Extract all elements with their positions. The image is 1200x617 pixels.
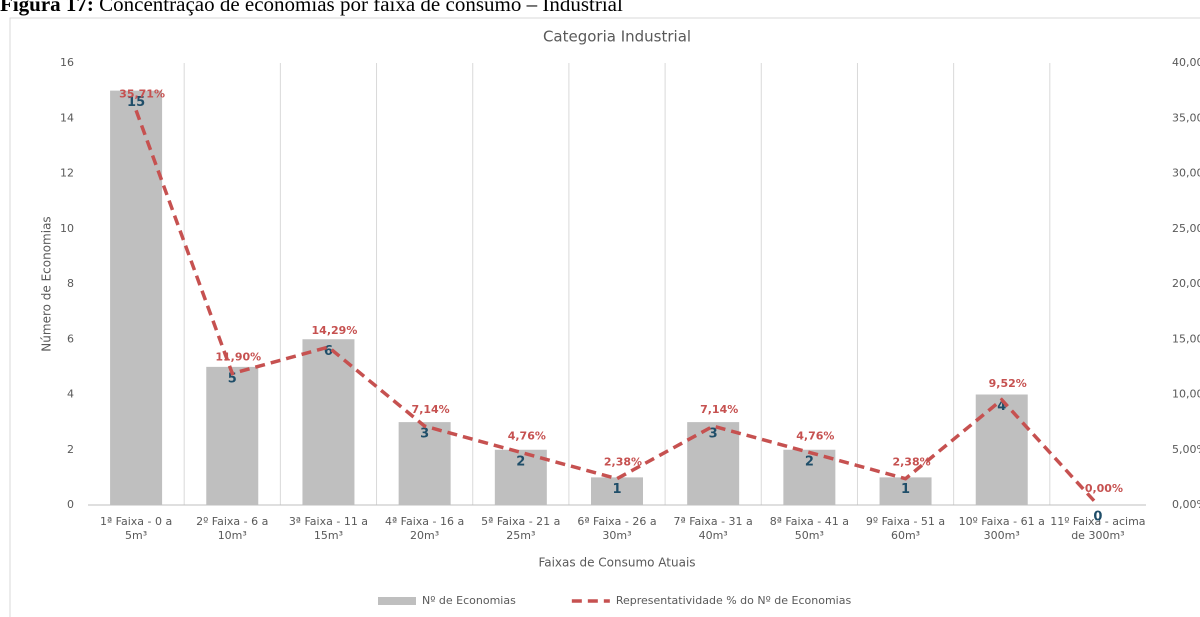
x-tick-label: 4ª Faixa - 16 a 20m³ xyxy=(384,515,465,542)
bar xyxy=(398,422,451,505)
line-value-label: 14,29% xyxy=(312,324,358,337)
x-tick-label: 10º Faixa - 61 a 300m³ xyxy=(958,515,1045,542)
bar-value-label: 1 xyxy=(901,482,910,497)
y-tick-label: 2 xyxy=(67,443,74,456)
y-tick-label: 12 xyxy=(60,167,74,180)
line-value-label: 9,52% xyxy=(989,377,1027,390)
y-tick-label: 8 xyxy=(67,277,74,290)
bar-value-label: 2 xyxy=(516,454,525,469)
bar-value-label: 15 xyxy=(127,95,145,110)
x-tick-label-box: 4ª Faixa - 16 a 20m³ xyxy=(384,515,465,542)
y2-tick-label: 20,00% xyxy=(1172,277,1200,290)
line-value-label: 7,14% xyxy=(700,403,738,416)
x-tick-label: 6ª Faixa - 26 a 30m³ xyxy=(577,515,657,542)
bar-value-label: 6 xyxy=(324,344,333,359)
x-axis-title: Faixas de Consumo Atuais xyxy=(538,556,695,570)
x-tick-label: 1ª Faixa - 0 a 5m³ xyxy=(99,515,173,542)
bar xyxy=(302,339,355,505)
caption: Figura 17: Concentração de economias por… xyxy=(0,0,623,16)
x-tick-label-box: 1ª Faixa - 0 a 5m³ xyxy=(99,515,173,542)
bar xyxy=(783,449,836,505)
legend-label: Representatividade % do Nº de Economias xyxy=(616,594,852,607)
x-tick-label: 9º Faixa - 51 a 60m³ xyxy=(865,515,946,542)
bar-value-label: 4 xyxy=(997,399,1006,414)
x-tick-label-box: 7ª Faixa - 31 a 40m³ xyxy=(673,515,753,542)
bar-value-label: 3 xyxy=(709,427,718,442)
y2-tick-label: 35,00% xyxy=(1172,111,1200,124)
line-value-label: 11,90% xyxy=(215,351,261,364)
y-tick-label: 10 xyxy=(60,222,74,235)
y2-tick-label: 30,00% xyxy=(1172,167,1200,180)
x-tick-label-box: 3ª Faixa - 11 a 15m³ xyxy=(288,515,369,542)
line-value-label: 2,38% xyxy=(892,456,930,469)
y2-tick-label: 15,00% xyxy=(1172,332,1200,345)
line-value-label: 4,76% xyxy=(796,429,834,442)
chart-title: Categoria Industrial xyxy=(543,28,691,46)
bar xyxy=(206,366,259,505)
bar xyxy=(110,90,163,505)
bar xyxy=(494,449,547,505)
line-value-label: 35,71% xyxy=(119,87,165,100)
y-axis-title: Número de Economias xyxy=(40,216,54,351)
y-tick-label: 6 xyxy=(67,332,74,345)
x-tick-label-box: 5ª Faixa - 21 a 25m³ xyxy=(481,515,561,542)
line-value-label: 0,00% xyxy=(1085,482,1123,495)
y-tick-label: 0 xyxy=(67,498,74,511)
line-value-label: 4,76% xyxy=(508,429,546,442)
legend-label: Nº de Economias xyxy=(422,594,516,607)
y2-tick-label: 25,00% xyxy=(1172,222,1200,235)
bar xyxy=(591,477,643,505)
bar-value-label: 1 xyxy=(612,482,621,497)
bar xyxy=(879,477,932,505)
x-tick-label: 5ª Faixa - 21 a 25m³ xyxy=(481,515,561,542)
x-tick-label-box: 8ª Faixa - 41 a 50m³ xyxy=(769,515,849,542)
x-tick-label: 11º Faixa - acima de 300m³ xyxy=(1050,515,1146,542)
line-value-label: 7,14% xyxy=(412,403,450,416)
y2-tick-label: 40,00% xyxy=(1172,56,1200,69)
x-tick-label-box: 9º Faixa - 51 a 60m³ xyxy=(865,515,946,542)
bar-value-label: 0 xyxy=(1093,510,1102,525)
bar-value-label: 2 xyxy=(805,454,814,469)
caption-label: Figura 17: xyxy=(0,0,94,16)
bar-value-label: 5 xyxy=(228,371,237,386)
y2-tick-label: 10,00% xyxy=(1172,388,1200,401)
bar xyxy=(975,394,1028,505)
caption-text: Concentração de economias por faixa de c… xyxy=(99,0,623,16)
x-tick-label: 2º Faixa - 6 a 10m³ xyxy=(196,515,269,542)
x-tick-label-box: 6ª Faixa - 26 a 30m³ xyxy=(577,515,657,542)
x-tick-label: 7ª Faixa - 31 a 40m³ xyxy=(673,515,753,542)
y2-tick-label: 5,00% xyxy=(1172,443,1200,456)
x-tick-label-box: 2º Faixa - 6 a 10m³ xyxy=(196,515,269,542)
x-tick-label-box: 10º Faixa - 61 a 300m³ xyxy=(958,515,1045,542)
y-tick-label: 14 xyxy=(60,111,74,124)
legend-swatch xyxy=(378,597,416,605)
y-tick-label: 4 xyxy=(67,388,74,401)
y2-tick-label: 0,00% xyxy=(1172,498,1200,511)
x-tick-label: 8ª Faixa - 41 a 50m³ xyxy=(769,515,849,542)
x-tick-label-box: 11º Faixa - acima de 300m³ xyxy=(1050,515,1146,542)
x-tick-label: 3ª Faixa - 11 a 15m³ xyxy=(288,515,369,542)
bar-value-label: 3 xyxy=(420,427,429,442)
chart-border xyxy=(9,17,1200,617)
y-tick-label: 16 xyxy=(60,56,74,69)
line-value-label: 2,38% xyxy=(604,456,642,469)
